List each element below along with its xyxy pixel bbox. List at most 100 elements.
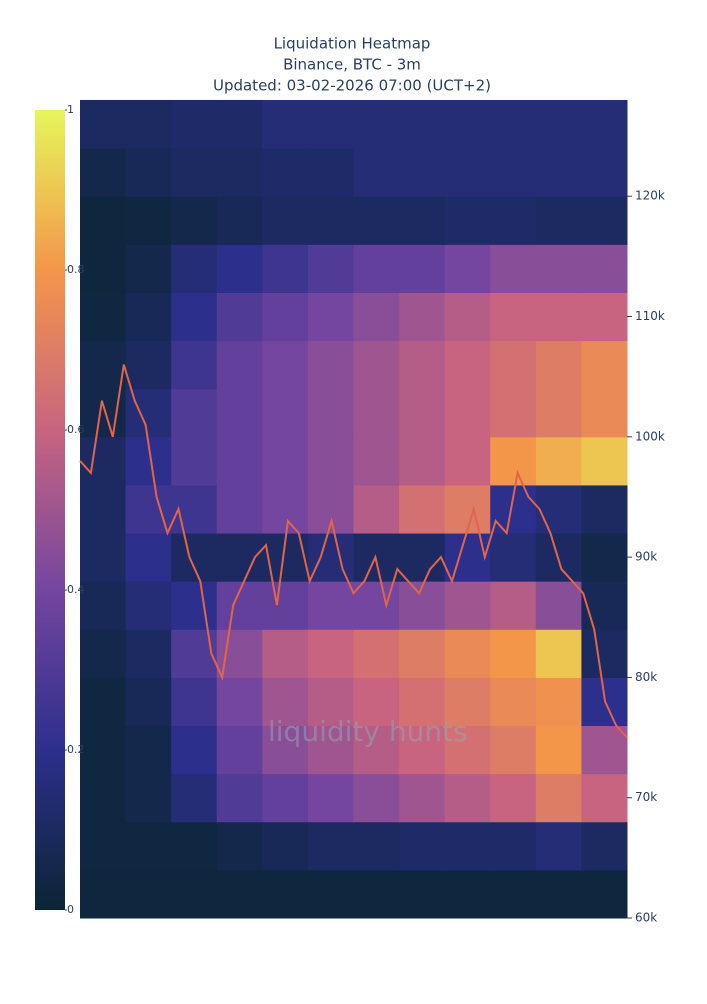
heat-cell [490,533,537,582]
heat-cell [535,388,582,438]
heat-cell [490,292,537,342]
heat-cell [444,821,491,871]
heat-cell [125,773,172,823]
heat-cell [535,677,582,727]
heat-cell [444,677,491,727]
heat-cell [353,725,400,775]
heat-cell [80,340,127,390]
heat-cell [581,773,628,823]
colorbar-tick-label: 1 [67,103,74,116]
heat-cell [216,677,263,727]
heat-cell [80,869,127,919]
heat-cell [490,629,537,678]
heat-cell [399,581,446,630]
heat-cell [216,725,263,775]
heat-cell [307,244,354,293]
heat-cell [125,581,172,630]
heat-cell [125,244,172,293]
heat-cell [353,581,400,630]
heat-cell [125,484,172,534]
heat-cell [353,436,400,486]
heat-cell [262,484,309,534]
heat-cell [535,629,582,678]
heat-cell [490,148,537,197]
colorbar-tick-label: 0 [67,903,74,916]
heat-cell [262,629,309,678]
heat-cell [444,340,491,390]
heat-cell [307,148,354,197]
heat-cell [262,148,309,197]
heat-cell [171,436,218,486]
heat-cell [444,388,491,438]
heat-cell [353,821,400,871]
heat-cell [216,244,263,293]
heat-cell [80,244,127,293]
heat-cell [581,725,628,775]
heat-cell [125,292,172,342]
heat-cell [171,773,218,823]
heat-cell [444,869,491,919]
heat-cell [581,629,628,678]
heat-cell [262,292,309,342]
heat-cell [80,725,127,775]
heat-cell [80,629,127,678]
heat-cell [399,436,446,486]
heat-cell [490,677,537,727]
heat-cell [581,292,628,342]
heat-cell [125,629,172,678]
heat-cell [262,869,309,919]
heat-cell [399,725,446,775]
heat-cell [399,677,446,727]
heat-cell [125,196,172,245]
heat-cell [262,773,309,823]
heat-cell [444,292,491,342]
heat-cell [262,677,309,727]
heat-cell [307,388,354,438]
heat-cell [80,196,127,245]
heat-cell [490,100,537,149]
heat-cell [307,533,354,582]
heat-cell [444,436,491,486]
heat-cell [125,533,172,582]
heat-cell [171,533,218,582]
heat-cell [80,484,127,534]
heat-cell [171,677,218,727]
heat-cell [535,100,582,149]
heat-cell [581,148,628,197]
heat-cell [353,773,400,823]
heat-cell [216,148,263,197]
heat-cell [80,677,127,727]
heat-cell [216,388,263,438]
heat-cell [535,533,582,582]
heat-cell [535,484,582,534]
heat-cell [535,869,582,919]
heat-cell [581,436,628,486]
heat-cell [399,148,446,197]
heat-cell [490,436,537,486]
heat-cell [353,196,400,245]
heat-cell [125,869,172,919]
watermark: liquidity hunts [268,715,468,748]
heat-cell [216,773,263,823]
heat-cell [535,196,582,245]
heat-cell [80,148,127,197]
heat-cell [171,581,218,630]
heat-cell [399,869,446,919]
heat-cell [171,725,218,775]
heat-cell [262,581,309,630]
heat-cell [307,821,354,871]
heat-cell [399,340,446,390]
heat-cell [535,725,582,775]
heat-cell [80,292,127,342]
heat-cell [125,340,172,390]
heat-cell [171,100,218,149]
heat-cell [262,725,309,775]
heat-cell [490,725,537,775]
heat-cell [581,821,628,871]
heat-cell [262,244,309,293]
heat-cell [490,340,537,390]
heat-cell [262,100,309,149]
heat-cell [353,100,400,149]
heat-cell [444,148,491,197]
